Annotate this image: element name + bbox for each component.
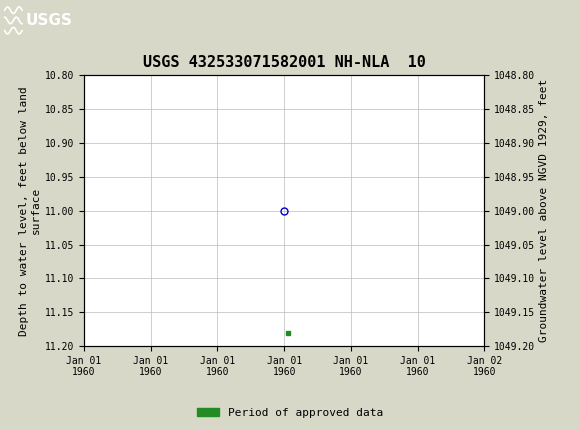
Legend: Period of approved data: Period of approved data — [193, 403, 387, 422]
Text: USGS: USGS — [26, 13, 73, 28]
Y-axis label: Groundwater level above NGVD 1929, feet: Groundwater level above NGVD 1929, feet — [539, 79, 549, 342]
Title: USGS 432533071582001 NH-NLA  10: USGS 432533071582001 NH-NLA 10 — [143, 55, 426, 70]
Y-axis label: Depth to water level, feet below land
surface: Depth to water level, feet below land su… — [19, 86, 41, 335]
